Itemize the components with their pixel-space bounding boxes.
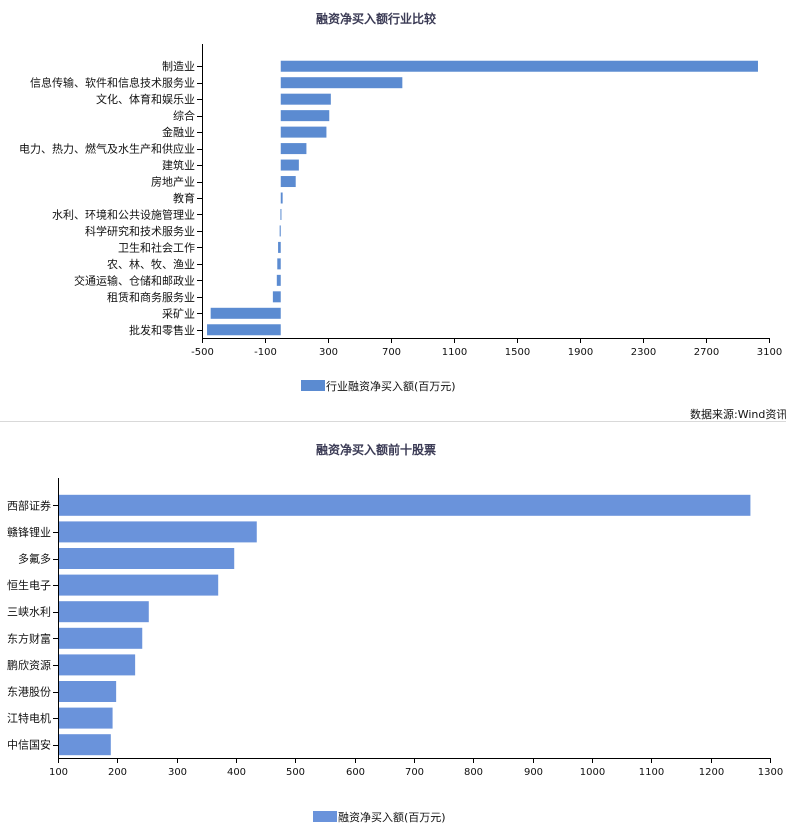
stock-x-tick-label: 200 <box>108 767 127 778</box>
stock-x-tick-label: 1300 <box>758 767 783 778</box>
industry-bar <box>280 143 307 155</box>
industry-bar <box>280 192 283 204</box>
industry-bar <box>280 60 758 72</box>
stock-legend-swatch <box>313 811 337 822</box>
source-note: 数据来源:Wind资讯 <box>690 407 786 421</box>
industry-legend[interactable]: 行业融资净买入额(百万元) <box>301 379 456 393</box>
stock-bar <box>58 548 235 569</box>
industry-bar <box>207 324 281 336</box>
stock-category-label: 中信国安 <box>7 738 51 752</box>
stock-category-label: 多氟多 <box>18 552 51 566</box>
industry-legend-label: 行业融资净买入额(百万元) <box>326 379 456 393</box>
stock-x-tick-label: 700 <box>405 767 424 778</box>
stock-category-label: 鹏欣资源 <box>7 658 51 672</box>
industry-bar <box>278 241 281 253</box>
industry-category-label: 农、林、牧、渔业 <box>107 257 195 271</box>
stock-category-label: 东方财富 <box>7 631 51 645</box>
industry-x-tick-label: 1100 <box>442 347 467 358</box>
stock-bar <box>58 627 143 649</box>
stock-bars <box>58 494 751 756</box>
stock-bar <box>58 681 117 702</box>
stock-chart-title: 融资净买入额前十股票 <box>316 442 436 457</box>
industry-x-tick-label: 1900 <box>568 347 593 358</box>
industry-bar <box>280 159 299 171</box>
industry-legend-swatch <box>301 380 325 391</box>
stock-bar <box>58 574 219 596</box>
industry-bar <box>280 77 403 89</box>
industry-x-tick-label: 1500 <box>505 347 530 358</box>
stock-chart: 融资净买入额前十股票 100 200 300 400 500 600 700 800 900 10… <box>7 442 783 824</box>
industry-bar <box>277 258 281 270</box>
stock-category-label: 江特电机 <box>7 711 51 725</box>
industry-bar <box>210 307 281 319</box>
stock-legend-label: 融资净买入额(百万元) <box>338 810 446 824</box>
industry-bar <box>280 110 330 122</box>
stock-bar <box>58 707 113 729</box>
stock-axes: 100 200 300 400 500 600 700 800 900 1000 1100 1200 1… <box>7 478 783 778</box>
industry-chart-title: 融资净买入额行业比较 <box>316 11 436 26</box>
stock-x-tick-label: 500 <box>286 767 305 778</box>
stock-bar <box>58 521 257 543</box>
stock-bar <box>58 734 111 756</box>
stock-category-label: 西部证券 <box>7 498 51 512</box>
industry-bars <box>207 60 758 336</box>
stock-legend[interactable]: 融资净买入额(百万元) <box>313 810 446 824</box>
stock-bar <box>58 601 149 623</box>
stock-x-tick-label: 300 <box>168 767 187 778</box>
stock-x-tick-label: 1200 <box>699 767 724 778</box>
industry-x-tick-label: -500 <box>191 347 214 358</box>
stock-x-tick-label: 100 <box>49 767 68 778</box>
stock-category-label: 东港股份 <box>7 686 51 699</box>
industry-chart: 融资净买入额行业比较 -500 -100 300 700 1100 1500 1900 230… <box>19 11 782 393</box>
industry-bar <box>280 93 331 105</box>
industry-x-tick-label: 700 <box>382 347 401 358</box>
industry-bar <box>280 208 282 220</box>
stock-category-label: 三峡水利 <box>7 605 51 619</box>
industry-category-label: 文化、体育和娱乐业 <box>96 92 195 106</box>
stock-category-label: 恒生电子 <box>7 578 51 592</box>
industry-category-label: 建筑业 <box>162 158 195 172</box>
industry-category-label: 综合 <box>173 109 195 123</box>
industry-category-label: 采矿业 <box>162 307 195 320</box>
stock-bar <box>58 494 751 516</box>
industry-category-label: 制造业 <box>162 59 195 73</box>
industry-category-label: 卫生和社会工作 <box>118 240 195 254</box>
industry-x-tick-label: 2700 <box>694 347 719 358</box>
industry-axes: -500 -100 300 700 1100 1500 1900 2300 2700 3100 制造… <box>19 44 782 358</box>
industry-category-label: 租赁和商务服务业 <box>107 290 195 304</box>
industry-bar <box>280 176 296 188</box>
industry-x-tick-label: 3100 <box>757 347 782 358</box>
stock-x-tick-label: 800 <box>464 767 483 778</box>
industry-x-tick-label: 300 <box>319 347 338 358</box>
stock-x-tick-label: 1000 <box>580 767 605 778</box>
industry-category-label: 信息传输、软件和信息技术服务业 <box>30 76 195 90</box>
industry-category-label: 教育 <box>173 191 195 205</box>
stock-bar <box>58 654 136 676</box>
industry-bar <box>272 291 281 303</box>
industry-category-label: 科学研究和技术服务业 <box>85 224 195 238</box>
industry-category-label: 水利、环境和公共设施管理业 <box>52 207 195 221</box>
industry-category-label: 金融业 <box>162 125 195 139</box>
stock-x-tick-label: 600 <box>346 767 365 778</box>
stock-category-label: 赣锋锂业 <box>7 525 51 539</box>
stock-x-tick-label: 1100 <box>639 767 664 778</box>
stock-x-tick-label: 400 <box>227 767 246 778</box>
industry-x-tick-label: 2300 <box>631 347 656 358</box>
industry-bar <box>279 225 281 237</box>
industry-category-label: 电力、热力、燃气及水生产和供应业 <box>19 142 195 156</box>
industry-category-label: 房地产业 <box>151 175 195 189</box>
industry-bar <box>280 126 327 138</box>
industry-bar <box>276 274 281 286</box>
industry-x-tick-label: -100 <box>254 347 277 358</box>
industry-category-label: 交通运输、仓储和邮政业 <box>74 273 195 287</box>
stock-x-tick-label: 900 <box>524 767 543 778</box>
industry-category-label: 批发和零售业 <box>129 323 195 337</box>
